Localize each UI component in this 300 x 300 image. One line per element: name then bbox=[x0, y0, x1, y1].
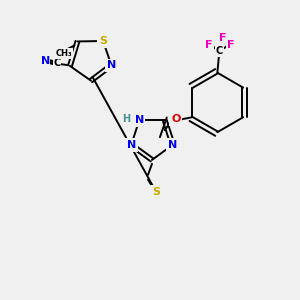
Text: H: H bbox=[122, 115, 130, 124]
Text: N: N bbox=[127, 140, 136, 150]
Text: N: N bbox=[40, 56, 50, 66]
Text: N: N bbox=[107, 60, 116, 70]
Text: F: F bbox=[227, 40, 235, 50]
Text: N: N bbox=[134, 116, 144, 125]
Text: CH₃: CH₃ bbox=[55, 49, 72, 58]
Text: F: F bbox=[205, 40, 212, 50]
Text: F: F bbox=[219, 33, 226, 43]
Text: S: S bbox=[152, 187, 160, 196]
Text: C: C bbox=[53, 58, 61, 68]
Text: N: N bbox=[168, 140, 177, 150]
Text: O: O bbox=[171, 114, 181, 124]
Text: S: S bbox=[99, 36, 107, 46]
Text: C: C bbox=[216, 46, 223, 56]
